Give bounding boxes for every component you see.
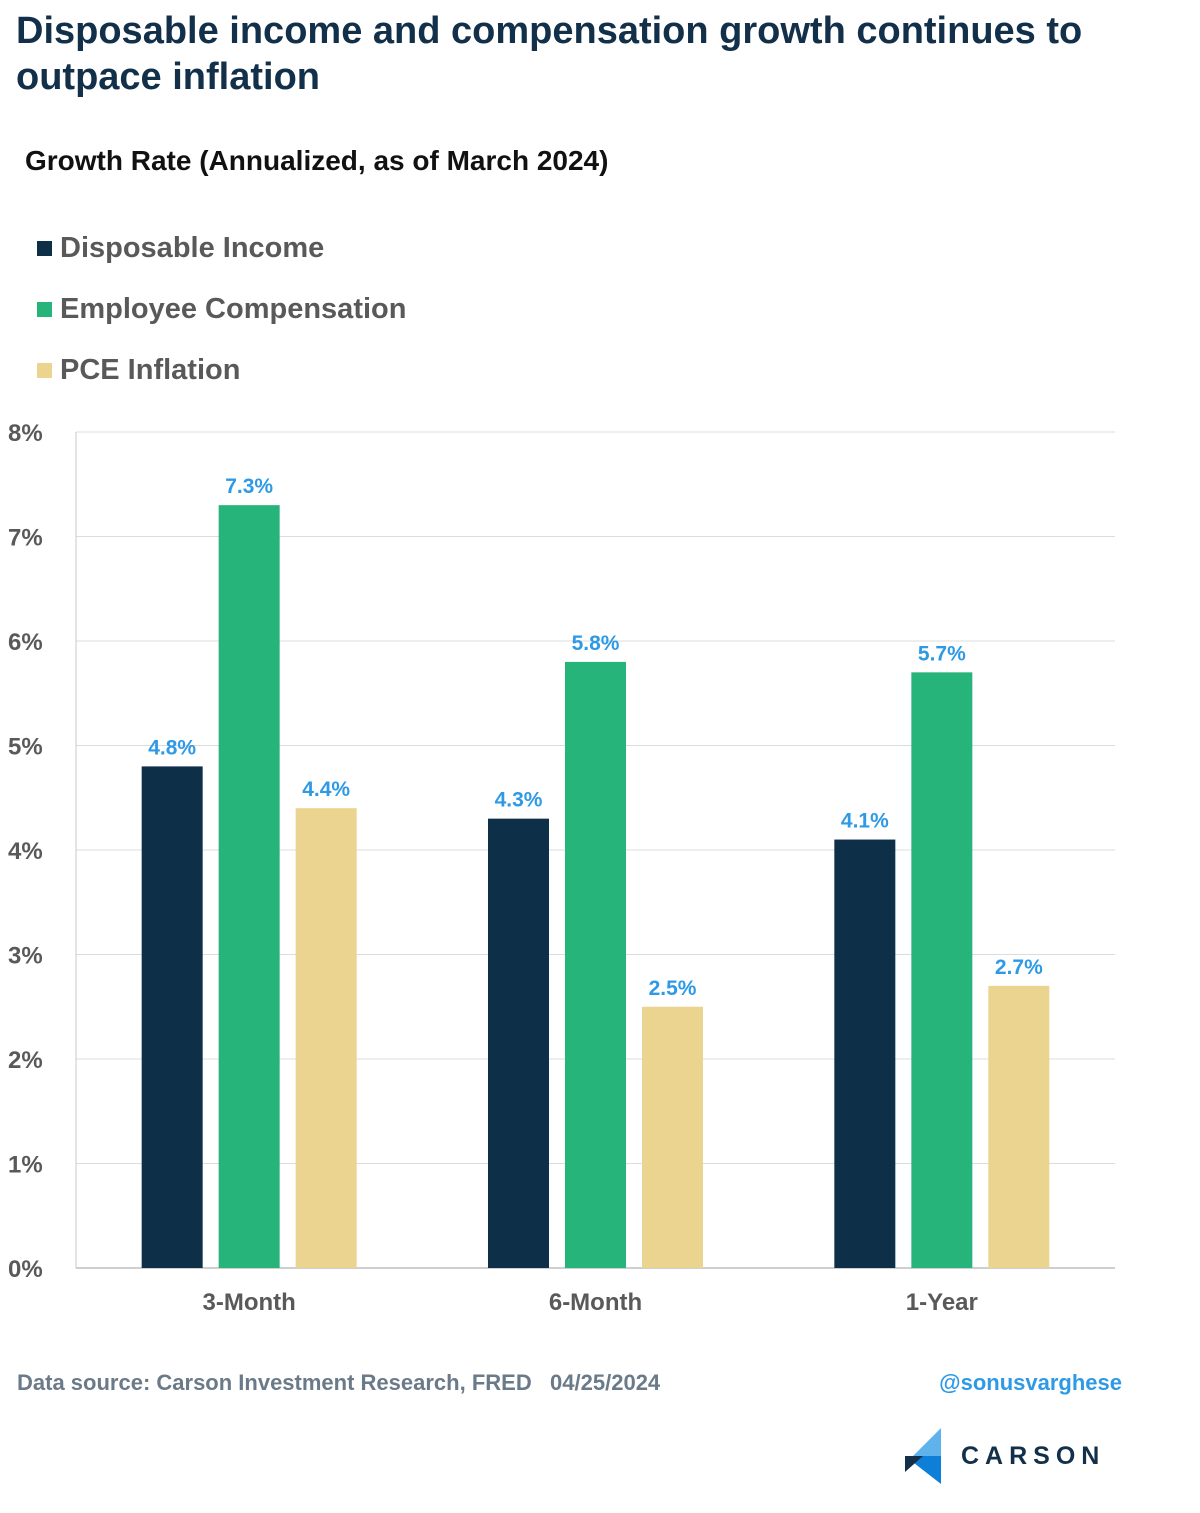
legend-item-pce-inflation: PCE Inflation: [37, 340, 406, 401]
data-label: 2.5%: [649, 977, 697, 1000]
data-label: 4.4%: [302, 778, 350, 801]
bar: [834, 839, 896, 1268]
legend-swatch: [37, 302, 52, 317]
y-tick-label: 8%: [8, 420, 43, 447]
data-label: 4.8%: [148, 736, 196, 759]
x-category-label: 3-Month: [203, 1289, 296, 1316]
bar: [911, 672, 973, 1268]
legend-swatch: [37, 241, 52, 256]
legend-item-disposable-income: Disposable Income: [37, 218, 406, 279]
data-label: 4.3%: [495, 789, 543, 812]
x-category-label: 1-Year: [906, 1289, 978, 1316]
y-tick-label: 1%: [8, 1152, 43, 1179]
y-tick-label: 0%: [8, 1256, 43, 1283]
data-label: 2.7%: [995, 956, 1043, 979]
x-category-label: 6-Month: [549, 1289, 642, 1316]
legend-label: Disposable Income: [60, 232, 325, 264]
chart-subtitle: Growth Rate (Annualized, as of March 202…: [25, 145, 609, 176]
bar: [565, 661, 626, 1268]
bar: [295, 808, 357, 1268]
legend-swatch: [37, 363, 52, 378]
legend: Disposable Income Employee Compensation …: [37, 218, 406, 401]
legend-item-employee-compensation: Employee Compensation: [37, 279, 406, 340]
bar: [141, 766, 203, 1268]
legend-label: PCE Inflation: [60, 354, 241, 386]
bar: [642, 1006, 703, 1268]
carson-logo-icon: [905, 1428, 941, 1484]
bar: [988, 985, 1050, 1268]
data-label: 5.7%: [918, 642, 966, 665]
data-label: 7.3%: [225, 475, 273, 498]
carson-logo: CARSON: [905, 1428, 1105, 1484]
author-handle[interactable]: @sonusvarghese: [939, 1370, 1122, 1395]
legend-label: Employee Compensation: [60, 293, 407, 325]
data-source-note: Data source: Carson Investment Research,…: [17, 1370, 661, 1395]
y-tick-label: 2%: [8, 1047, 43, 1074]
bar: [488, 818, 549, 1268]
chart-title: Disposable income and compensation growt…: [16, 10, 1083, 98]
bar: [218, 505, 280, 1268]
data-label: 5.8%: [572, 632, 620, 655]
y-tick-label: 7%: [8, 525, 43, 552]
y-tick-label: 6%: [8, 629, 43, 656]
y-tick-label: 5%: [8, 734, 43, 761]
bar-chart: 0% 1% 2% 3% 4% 5% 6% 7% 8% 4.8% 7.3% 4.4% 3-Month 4.3…: [8, 420, 1115, 1316]
y-tick-label: 3%: [8, 943, 43, 970]
data-label: 4.1%: [841, 810, 889, 833]
carson-logo-text: CARSON: [961, 1441, 1106, 1470]
y-tick-label: 4%: [8, 838, 43, 865]
